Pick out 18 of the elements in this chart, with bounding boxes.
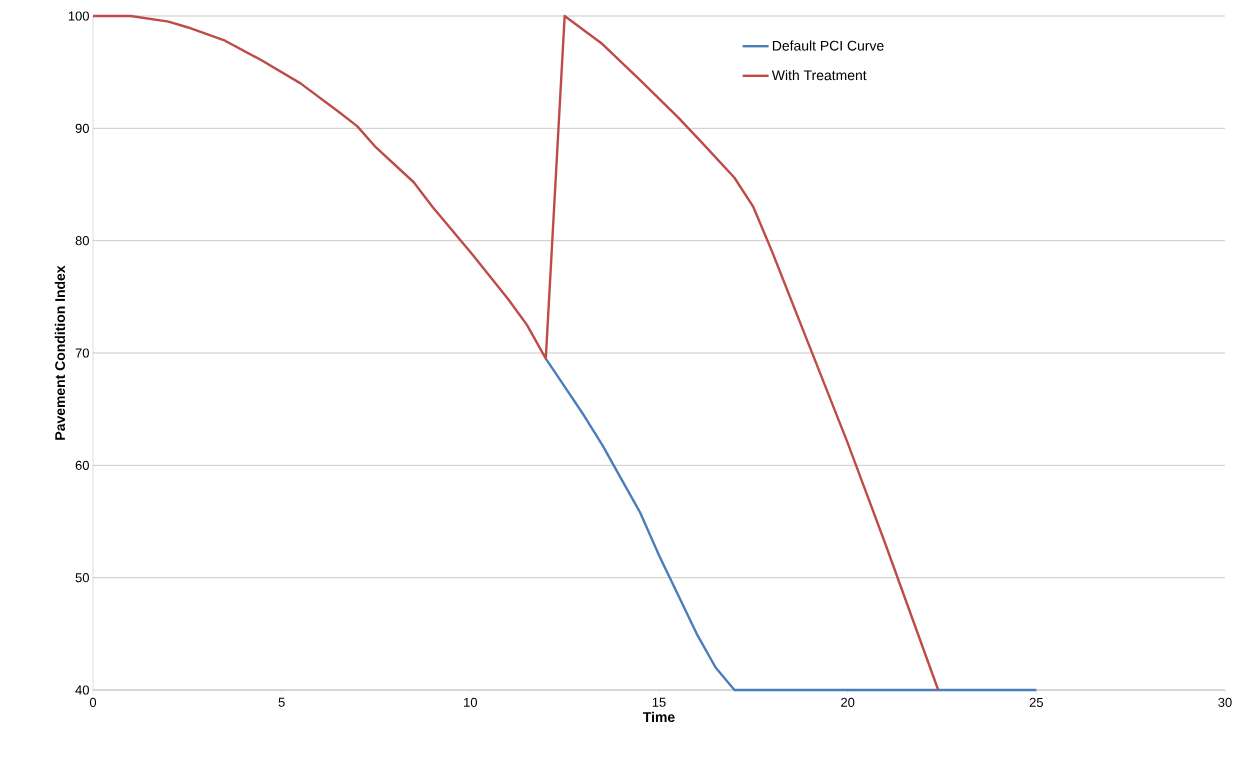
y-tick-label: 60 <box>75 460 89 470</box>
x-tick-label: 15 <box>652 697 666 707</box>
y-axis-title: Pavement Condition Index <box>54 265 66 440</box>
legend-label: With Treatment <box>771 69 867 81</box>
y-tick-label: 50 <box>75 573 89 583</box>
y-tick-label: 80 <box>75 236 89 246</box>
x-axis-title: Time <box>643 711 675 723</box>
y-tick-label: 100 <box>68 11 89 21</box>
x-tick-label: 10 <box>464 697 478 707</box>
x-tick-label: 20 <box>841 697 855 707</box>
x-tick-label: 5 <box>278 697 285 707</box>
y-tick-label: 90 <box>75 123 89 133</box>
x-tick-label: 25 <box>1029 697 1043 707</box>
x-tick-label: 0 <box>89 697 97 707</box>
legend-label: Default PCI Curve <box>772 40 884 51</box>
y-tick-label: 70 <box>75 348 89 358</box>
y-tick-label: 40 <box>75 685 89 695</box>
x-tick-label: 30 <box>1218 697 1232 707</box>
